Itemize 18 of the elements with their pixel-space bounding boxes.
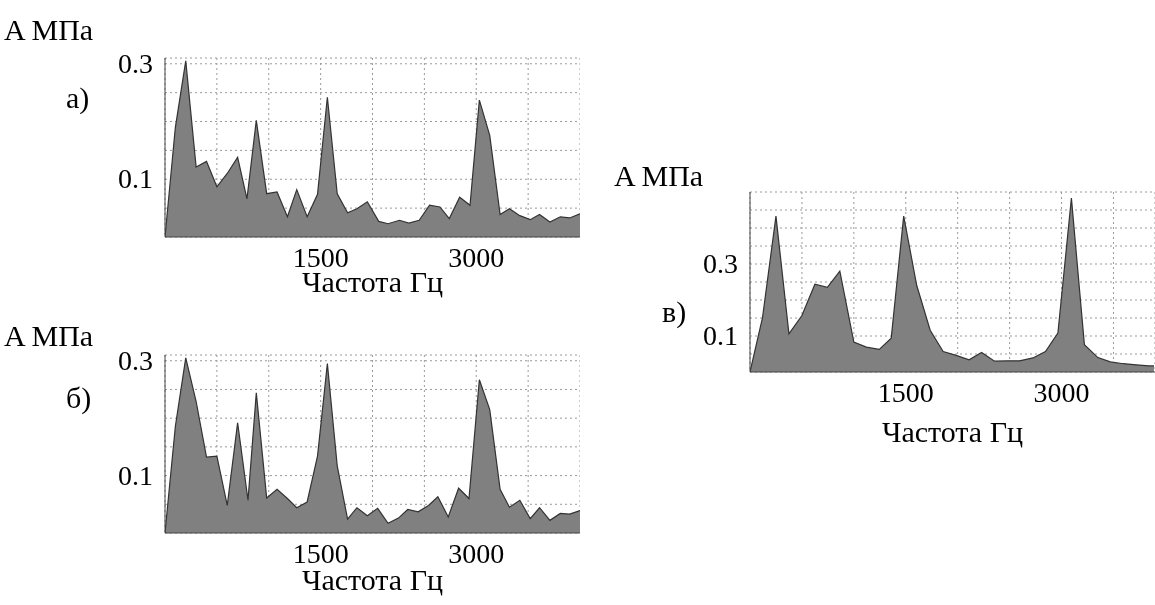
x-tick-label: 1500 <box>292 242 349 273</box>
y-tick-label: 0.3 <box>118 47 153 79</box>
y-tick-label: 0.3 <box>703 248 738 279</box>
text: а) <box>66 81 90 114</box>
y-axis-title: A МПа <box>614 159 704 192</box>
x-tick-label: 3000 <box>448 538 505 569</box>
y-tick-label: 0.1 <box>118 459 153 491</box>
x-axis-title: Частота Гц <box>880 415 1025 448</box>
x-tick-label: 1500 <box>877 377 934 408</box>
y-axis-title: A МПа <box>4 13 94 46</box>
text: в) <box>662 295 687 328</box>
y-tick-label: 0.1 <box>118 163 153 195</box>
x-tick-label: 3000 <box>1033 377 1090 408</box>
y-tick-label: 0.3 <box>118 344 153 376</box>
x-tick-label: 3000 <box>448 242 505 273</box>
y-tick-label: 0.1 <box>703 320 738 351</box>
text: б) <box>66 381 92 414</box>
y-axis-title: A МПа <box>4 319 94 352</box>
